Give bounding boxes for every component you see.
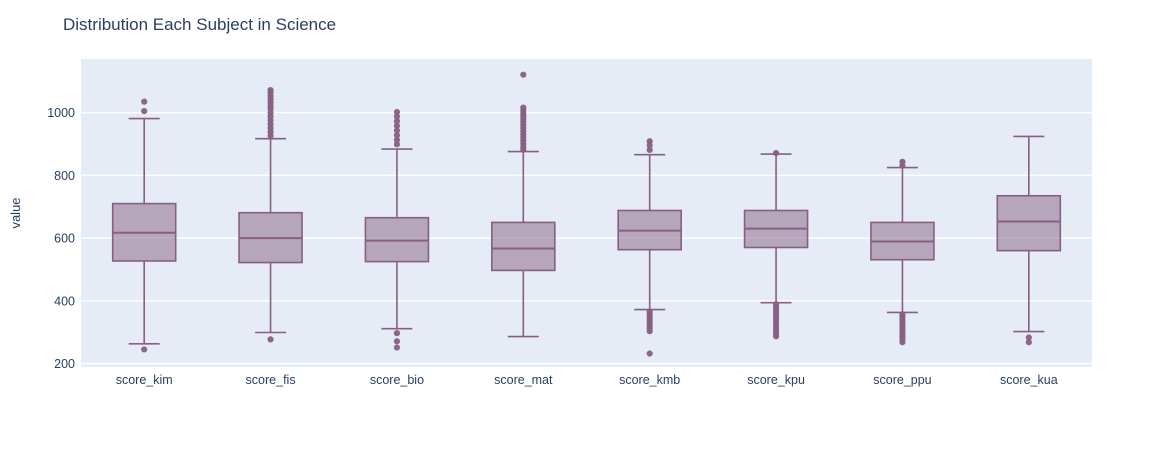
box-score_kpu[interactable]	[743, 149, 809, 340]
x-tick-label-score_mat: score_mat	[494, 373, 553, 387]
y-tick-label-200: 200	[54, 357, 75, 371]
outlier-point[interactable]	[267, 336, 274, 343]
outlier-point[interactable]	[899, 339, 906, 346]
outlier-point[interactable]	[267, 132, 274, 139]
outlier-point[interactable]	[646, 350, 653, 357]
outlier-point[interactable]	[1025, 334, 1032, 341]
outlier-point[interactable]	[393, 127, 401, 134]
outlier-point[interactable]	[520, 146, 527, 153]
outlier-point[interactable]	[141, 107, 148, 115]
y-tick-label-600: 600	[54, 232, 75, 246]
box-score_kua[interactable]	[996, 135, 1062, 346]
box-score_fis[interactable]	[238, 86, 303, 343]
outlier-point[interactable]	[520, 71, 527, 78]
x-tick-label-score_ppu: score_ppu	[873, 373, 931, 387]
iqr-box[interactable]	[491, 221, 556, 272]
outlier-point[interactable]	[772, 333, 780, 340]
outlier-point[interactable]	[393, 108, 401, 116]
box-score_kmb[interactable]	[617, 138, 682, 357]
box-score_bio[interactable]	[364, 108, 430, 351]
outlier-point[interactable]	[772, 149, 780, 157]
outlier-point[interactable]	[141, 98, 148, 105]
x-tick-label-score_kmb: score_kmb	[619, 373, 680, 387]
box-score_ppu[interactable]	[870, 158, 935, 346]
outlier-point[interactable]	[393, 113, 401, 120]
y-axis-title: value	[8, 197, 23, 228]
outlier-point[interactable]	[646, 142, 653, 149]
box-score_mat[interactable]	[491, 71, 556, 338]
outlier-point[interactable]	[393, 132, 401, 139]
outlier-point[interactable]	[393, 338, 401, 345]
outlier-point[interactable]	[393, 330, 401, 337]
y-tick-label-800: 800	[54, 169, 75, 183]
y-tick-label-1000: 1000	[47, 106, 75, 120]
outlier-point[interactable]	[646, 146, 653, 154]
outlier-point[interactable]	[393, 136, 401, 144]
outlier-point[interactable]	[393, 122, 401, 129]
outlier-point[interactable]	[393, 344, 401, 351]
outlier-point[interactable]	[141, 346, 148, 353]
x-axis-labels: score_kim score_fis score_bio score_mat scor…	[116, 373, 1058, 387]
box-series	[111, 71, 1062, 357]
x-tick-label-score_bio: score_bio	[370, 373, 424, 387]
chart-title: Distribution Each Subject in Science	[63, 15, 336, 34]
box-score_kim[interactable]	[111, 98, 177, 353]
iqr-box[interactable]	[996, 194, 1062, 252]
outlier-point[interactable]	[899, 162, 906, 169]
y-axis-ticks: 200 400 600 800 1000	[47, 106, 75, 371]
outlier-point[interactable]	[393, 118, 401, 125]
plot-area[interactable]	[81, 59, 1092, 367]
x-tick-label-score_kim: score_kim	[116, 373, 173, 387]
x-tick-label-score_kpu: score_kpu	[747, 373, 805, 387]
y-tick-label-400: 400	[54, 294, 75, 308]
outlier-point[interactable]	[1025, 339, 1032, 346]
outlier-point[interactable]	[646, 328, 653, 335]
x-tick-label-score_kua: score_kua	[1000, 373, 1058, 387]
outlier-point[interactable]	[393, 141, 401, 148]
x-tick-label-score_fis: score_fis	[246, 373, 296, 387]
